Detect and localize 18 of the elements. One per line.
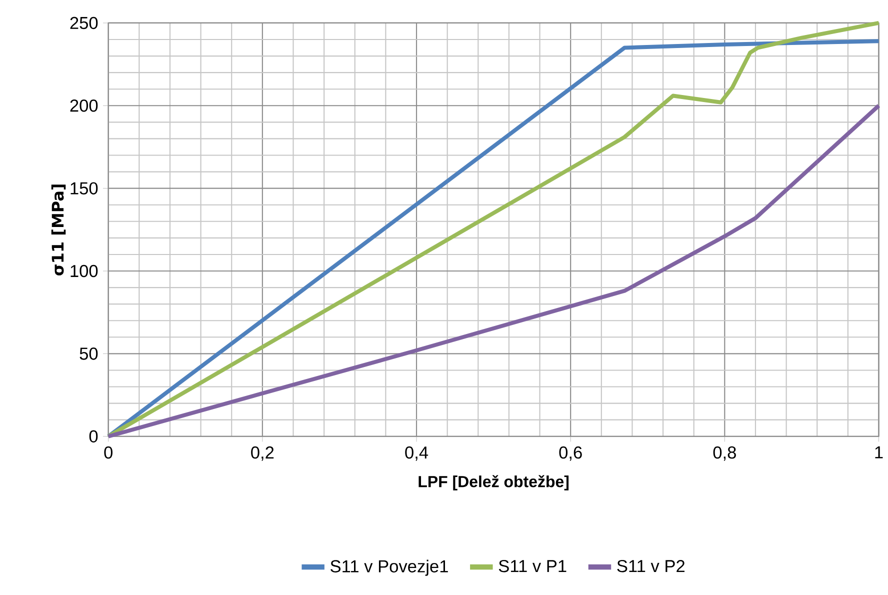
- x-tick-label: 0,6: [559, 446, 582, 461]
- x-tick-label: 0: [104, 446, 112, 459]
- x-tick-label: 1: [875, 446, 883, 458]
- y-axis-title: σ11 [MPa]: [51, 184, 66, 276]
- x-tick-label: 0,2: [251, 446, 274, 461]
- y-tick-label: 50: [80, 347, 98, 360]
- legend-label: S11 v P1: [498, 560, 566, 572]
- y-tick-label: 250: [70, 16, 98, 30]
- y-tick-label: 200: [70, 99, 98, 112]
- y-tick-label: 150: [70, 182, 98, 194]
- y-tick-label: 0: [89, 430, 98, 442]
- x-tick-label: 0,8: [713, 446, 736, 461]
- legend-label: S11 v Povezje1: [330, 560, 448, 576]
- y-tick-label: 100: [70, 264, 98, 278]
- line-series: [106, 104, 881, 438]
- legend-label: S11 v P2: [617, 560, 684, 572]
- x-tick-label: 0,4: [405, 446, 428, 461]
- x-axis-title: LPF [Delež obtežbe]: [418, 475, 569, 490]
